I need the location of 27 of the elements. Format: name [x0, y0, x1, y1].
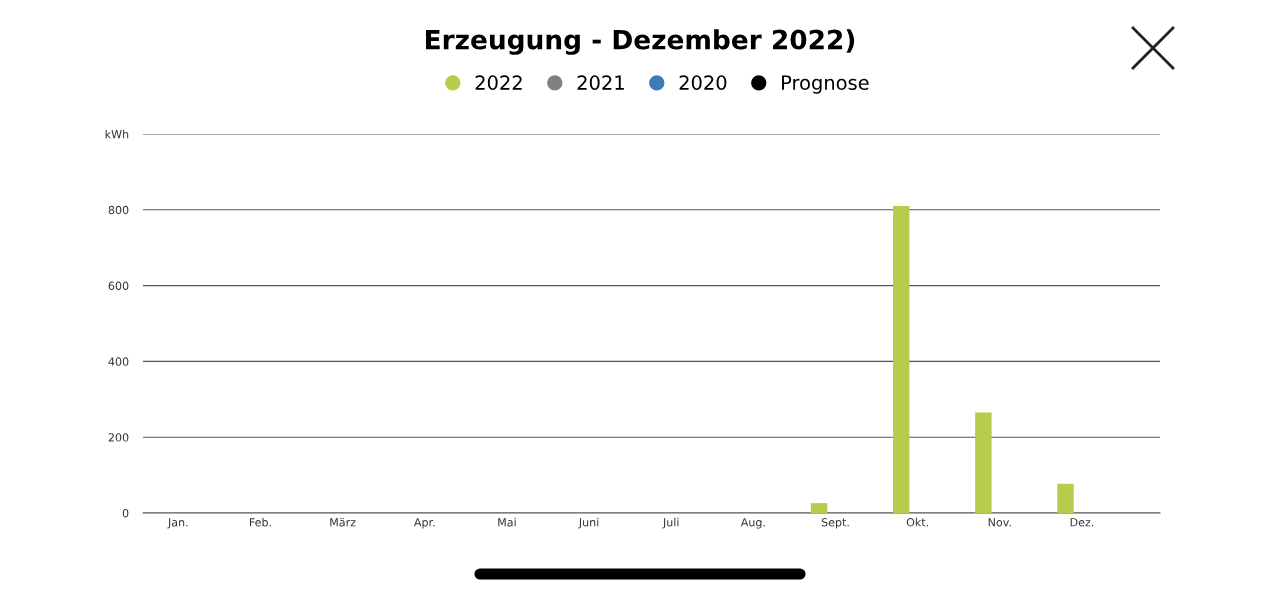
x-tick-label: Aug.	[740, 518, 765, 529]
x-tick-label: Sept.	[821, 518, 849, 529]
x-tick-label: Jan.	[167, 518, 188, 529]
y-tick-label: kWh	[105, 129, 129, 139]
x-tick-label: Juli	[662, 517, 679, 529]
y-tick-label: 800	[108, 205, 129, 215]
legend-label: 2020	[679, 75, 727, 90]
x-tick-label: Feb.	[249, 517, 271, 527]
y-tick-label: 0	[122, 508, 129, 518]
x-tick-label: Nov.	[988, 518, 1011, 527]
x-tick-label: Juni	[578, 517, 599, 529]
bar	[1057, 483, 1074, 513]
x-tick-label: März	[330, 517, 356, 527]
bar	[975, 412, 992, 513]
bar	[893, 206, 910, 513]
legend-label: 2022	[475, 75, 522, 90]
x-tick-label: Dez.	[1070, 518, 1094, 527]
legend-label: Prognose	[782, 75, 869, 94]
x-tick-label: Apr.	[413, 518, 435, 529]
legend-label: 2021	[577, 75, 624, 90]
chart-title: Erzeugung - Dezember 2022)	[426, 29, 855, 55]
y-tick-label: 200	[108, 433, 129, 442]
x-tick-label: Mai	[498, 517, 516, 527]
y-tick-label: 600	[108, 281, 129, 290]
y-tick-label: 400	[108, 357, 129, 366]
x-tick-label: Okt.	[906, 517, 928, 527]
bar	[810, 503, 828, 513]
